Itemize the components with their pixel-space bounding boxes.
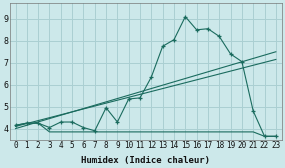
X-axis label: Humidex (Indice chaleur): Humidex (Indice chaleur) (81, 156, 210, 164)
